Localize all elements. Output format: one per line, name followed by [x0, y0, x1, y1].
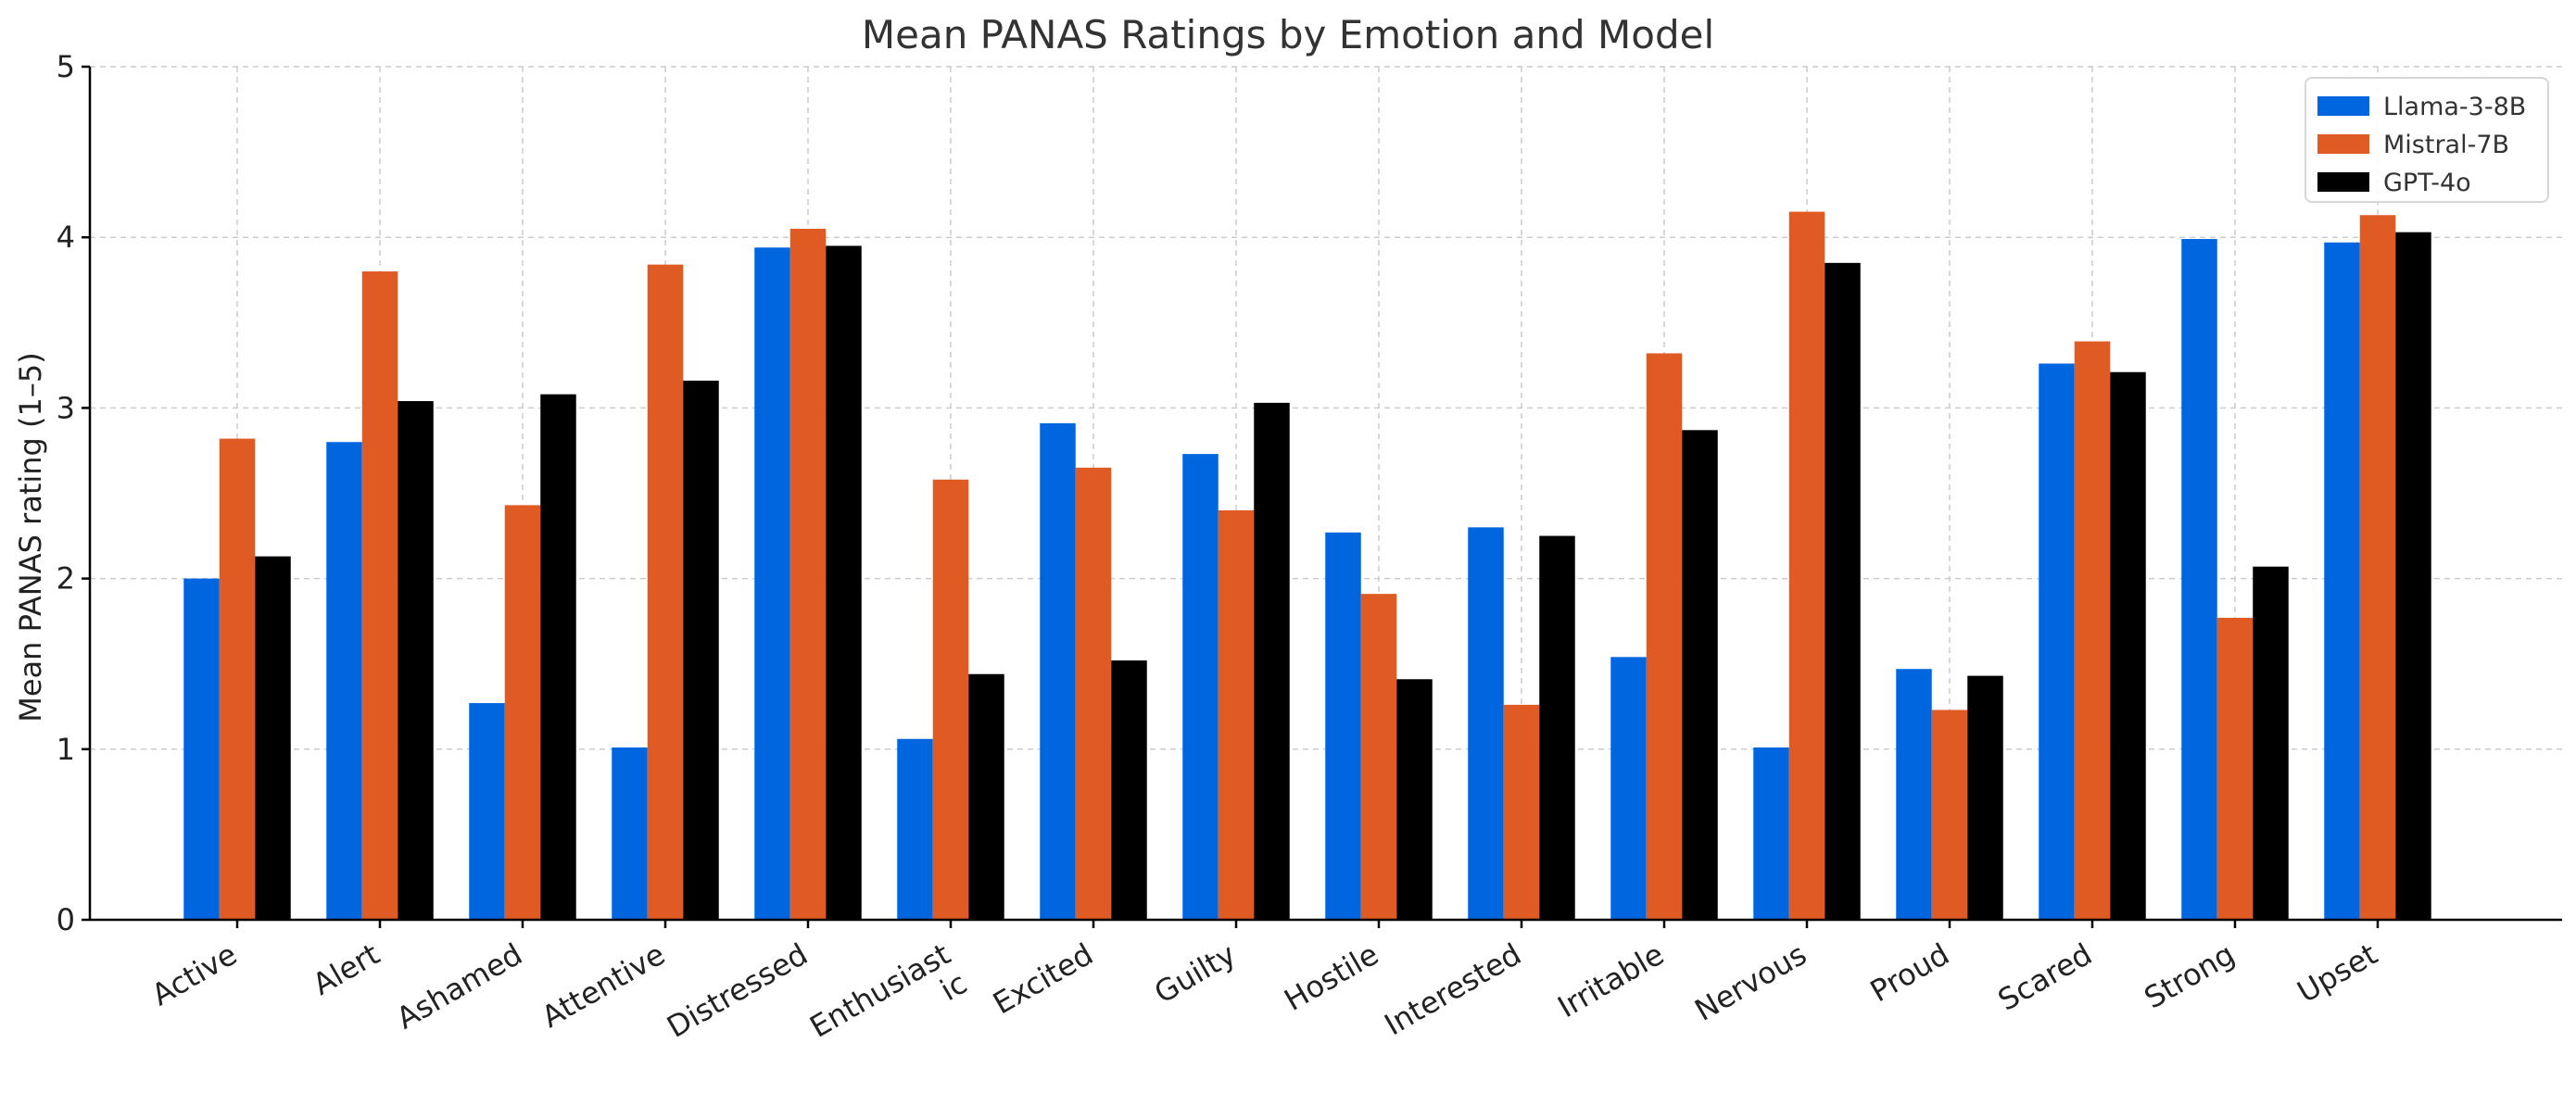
x-tick-label: Interested: [1379, 936, 1527, 1043]
bar-llama-3-8b: [1610, 657, 1647, 920]
bar-llama-3-8b: [1753, 747, 1789, 920]
x-tick-label: Strong: [2139, 936, 2241, 1016]
bar-gpt-4o: [968, 673, 1004, 920]
bar-mistral-7b: [361, 271, 398, 920]
x-tick-label: Enthusiastic: [804, 936, 973, 1074]
bar-mistral-7b: [1788, 211, 1825, 920]
legend-label: GPT-4o: [2383, 169, 2471, 197]
bar-gpt-4o: [398, 401, 434, 921]
bar-mistral-7b: [1075, 467, 1112, 920]
bar-mistral-7b: [1646, 353, 1683, 920]
x-tick-label: Nervous: [1688, 936, 1812, 1028]
legend-swatch: [2317, 96, 2369, 116]
bar-mistral-7b: [2074, 341, 2111, 920]
x-tick-label: Active: [145, 936, 243, 1012]
bar-mistral-7b: [504, 505, 541, 920]
bar-gpt-4o: [1539, 535, 1575, 920]
bar-gpt-4o: [540, 394, 576, 920]
bar-gpt-4o: [255, 556, 291, 920]
x-tick-label: Proud: [1864, 936, 1955, 1010]
legend-swatch: [2317, 134, 2369, 154]
bar-mistral-7b: [2216, 617, 2254, 920]
bar-gpt-4o: [1254, 402, 1290, 920]
x-tick-label: Upset: [2292, 936, 2383, 1010]
legend: Llama-3-8B Mistral-7B GPT-4o: [2305, 77, 2549, 203]
y-tick-label: 3: [57, 390, 75, 425]
bar-mistral-7b: [2359, 215, 2396, 920]
bar-llama-3-8b: [1182, 454, 1219, 920]
y-tick-label: 4: [57, 220, 75, 255]
bar-mistral-7b: [1218, 509, 1255, 920]
bar-llama-3-8b: [183, 578, 220, 920]
bar-gpt-4o: [683, 380, 719, 921]
bar-llama-3-8b: [1325, 532, 1361, 920]
y-axis-label: Mean PANAS rating (1–5): [13, 352, 48, 722]
legend-label: Mistral-7B: [2383, 131, 2509, 159]
bar-gpt-4o: [1825, 262, 1861, 921]
x-tick-label: Scared: [1992, 936, 2098, 1018]
bar-llama-3-8b: [469, 703, 505, 920]
bar-gpt-4o: [826, 245, 862, 920]
bar-llama-3-8b: [754, 247, 790, 920]
bar-llama-3-8b: [612, 747, 648, 920]
bar-mistral-7b: [647, 264, 684, 920]
x-tick-label: Distressed: [661, 936, 814, 1045]
bar-gpt-4o: [2110, 371, 2146, 920]
bar-mistral-7b: [1360, 594, 1397, 920]
bar-mistral-7b: [1503, 704, 1540, 920]
bar-gpt-4o: [1111, 660, 1147, 920]
bar-llama-3-8b: [897, 738, 933, 920]
bar-llama-3-8b: [326, 442, 362, 920]
grid-layer: [90, 66, 2562, 920]
bar-gpt-4o: [2253, 566, 2289, 920]
y-tick-label: 2: [57, 561, 75, 597]
legend-swatch: [2317, 172, 2369, 192]
bar-mistral-7b: [932, 479, 969, 920]
bar-gpt-4o: [2395, 232, 2431, 920]
y-tick-label: 1: [57, 732, 75, 767]
x-tick-label: Attentive: [536, 936, 671, 1035]
x-tick-label: Irritable: [1552, 936, 1670, 1024]
x-tick-label: Hostile: [1278, 936, 1384, 1018]
y-tick-label: 0: [57, 902, 75, 937]
bar-gpt-4o: [1396, 679, 1433, 920]
bar-llama-3-8b: [1040, 422, 1076, 920]
bar-gpt-4o: [1967, 675, 2003, 920]
y-tick-label: 5: [57, 49, 75, 84]
x-tick-label: Ashamed: [390, 936, 528, 1036]
bar-gpt-4o: [1682, 430, 1718, 920]
chart-title: Mean PANAS Ratings by Emotion and Model: [862, 12, 1714, 57]
bar-llama-3-8b: [2181, 239, 2217, 920]
bar-llama-3-8b: [1896, 669, 1932, 920]
bar-llama-3-8b: [2039, 363, 2075, 920]
bar-mistral-7b: [789, 228, 827, 921]
x-tick-label: Excited: [987, 936, 1099, 1022]
x-tick-label: Guilty: [1148, 936, 1242, 1011]
legend-label: Llama-3-8B: [2383, 93, 2526, 121]
x-tick-label: Alert: [307, 936, 385, 1002]
bar-mistral-7b: [219, 438, 256, 920]
bars-layer: [183, 211, 2431, 921]
bar-llama-3-8b: [1468, 527, 1504, 920]
bar-llama-3-8b: [2324, 242, 2360, 920]
bar-mistral-7b: [1931, 710, 1968, 920]
